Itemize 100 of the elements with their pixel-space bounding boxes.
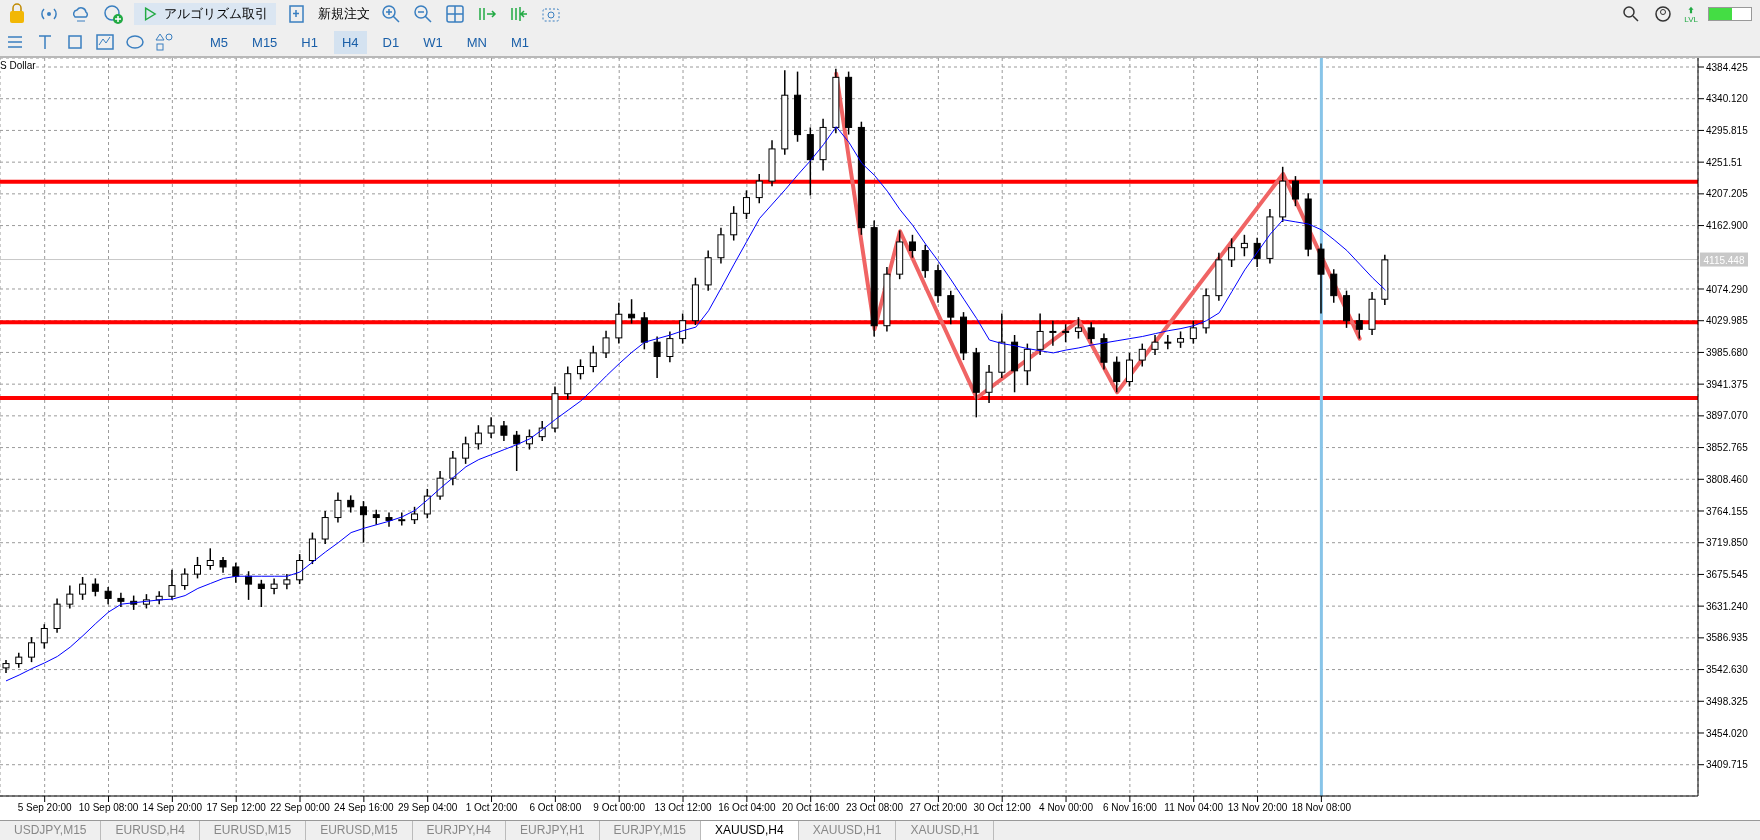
text: M15 [251,33,279,52]
x-tick-label: 11 Nov 04:00 [1164,802,1224,814]
candlestick [1087,321,1095,345]
line-series [5,126,1386,682]
candlestick [1228,237,1236,268]
candlestick [462,435,470,465]
candlestick [921,244,929,279]
y-tick-label: 3409.715 [1706,759,1749,771]
candlestick [1164,334,1172,351]
candlestick [589,345,597,373]
candlestick [168,569,176,601]
text: W1 [422,33,444,52]
candlestick [602,329,610,359]
x-tick-label: 10 Sep 08:00 [78,802,139,814]
candlestick [308,531,316,565]
y-tick-label: 3808.460 [1706,473,1749,485]
y-tick-label: 4029.985 [1706,315,1749,327]
x-tick-label: 24 Sep 16:00 [334,802,395,814]
text: EURUSD,M15 [199,821,307,840]
candlestick [245,570,253,601]
annotation: S Dollar [0,60,36,71]
x-tick-label: 17 Sep 12:00 [206,802,267,814]
y-tick-label: 3852.765 [1706,442,1749,454]
text: MN [465,33,488,52]
candlestick [321,510,329,545]
text: EURUSD,H4 [101,821,200,840]
x-tick-label: 27 Oct 20:00 [909,802,968,814]
candlestick [206,547,214,571]
x-tick-label: 1 Oct 20:00 [465,802,518,814]
x-tick-label: 4 Nov 00:00 [1039,802,1094,814]
x-tick-label: 6 Oct 08:00 [529,802,582,814]
candlestick [513,430,521,472]
candlestick [947,289,955,326]
candlestick [436,470,444,501]
candlestick [449,450,457,487]
candlestick [577,358,585,381]
y-tick-label: 3586.935 [1706,632,1749,644]
candlestick [615,302,623,345]
candlestick [296,553,304,585]
candlestick [985,364,993,404]
y-tick-label: 3675.545 [1706,568,1749,580]
candlestick [1125,352,1133,388]
text: アルゴリズム取引 [164,5,268,23]
candlestick [334,491,342,524]
text: H1 [300,33,319,52]
x-tick-label: 9 Oct 00:00 [593,802,646,814]
candlestick [1355,312,1363,340]
candlestick [487,416,495,439]
candlestick [717,226,725,265]
candlestick [232,561,240,584]
y-tick-label: 4384.425 [1706,61,1749,73]
candlestick [730,205,738,242]
candlestick [1074,316,1082,340]
x-tick-label: 13 Oct 12:00 [654,802,713,814]
candlestick [1151,334,1159,356]
x-tick-label: 20 Oct 16:00 [782,802,840,814]
candlestick [1023,342,1031,386]
y-tick-label: 3897.070 [1706,410,1749,422]
candlestick [257,579,265,608]
candlestick [79,576,87,601]
candlestick [628,298,636,325]
candlestick [679,312,687,345]
text: EURJPY,M15 [599,821,702,840]
x-tick-label: 13 Nov 20:00 [1227,802,1288,814]
candlestick [1189,319,1197,345]
text: EURUSD,M15 [306,821,413,840]
text: H4 [333,30,367,54]
candlestick [66,584,74,610]
candlestick [1100,332,1108,371]
y-tick-label: 4295.815 [1706,124,1749,136]
candlestick [1291,175,1299,207]
text: EURJPY,H4 [412,821,507,840]
text: USDJPY,M15 [0,821,102,840]
x-tick-label: 16 Oct 04:00 [718,802,776,814]
candlestick [40,623,48,650]
y-tick-label: 3719.850 [1706,537,1749,549]
x-tick-label: 30 Oct 12:00 [973,802,1032,814]
candlestick [28,636,36,663]
candlestick [1138,342,1146,368]
candlestick [653,335,661,379]
candlestick [194,556,201,580]
y-tick-label: 3941.375 [1706,378,1749,390]
candlestick [755,173,763,205]
candlestick [666,330,674,363]
candlestick [500,420,508,442]
y-tick-label: 3764.155 [1706,505,1749,517]
text: M5 [209,33,230,52]
x-tick-label: 23 Oct 08:00 [845,802,904,814]
text: M1 [509,33,530,52]
x-tick-label: 22 Sep 00:00 [270,802,331,814]
candlestick [742,189,750,220]
candlestick [423,488,431,520]
candlestick [181,567,189,591]
candlestick [1036,312,1044,356]
x-tick-label: 6 Nov 16:00 [1102,802,1158,814]
text: LVL [1684,14,1698,24]
y-tick-label: 4251.51 [1706,156,1743,168]
candlestick [1113,355,1121,394]
x-tick-label: 29 Sep 04:00 [397,802,458,814]
text: 新規注文 [318,5,370,23]
